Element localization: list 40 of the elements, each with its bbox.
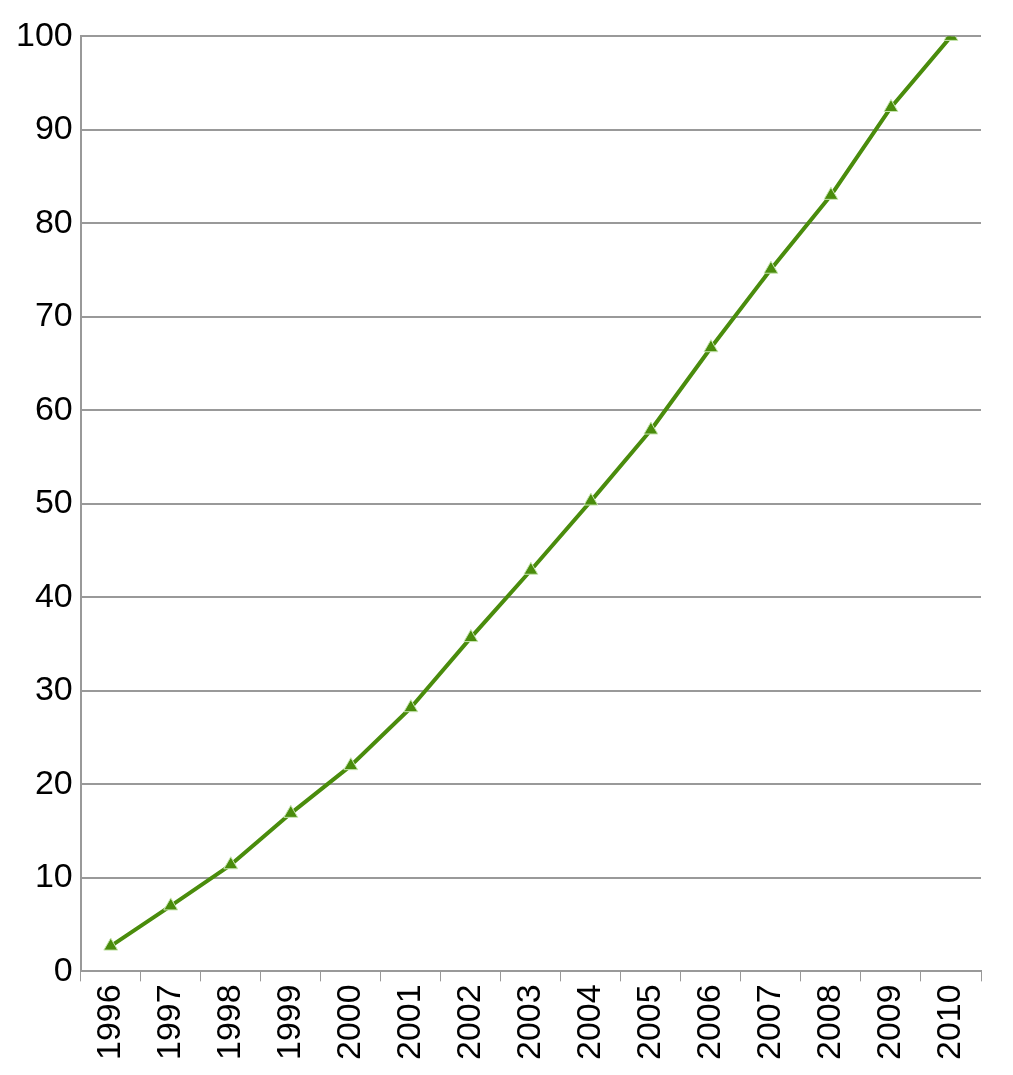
y-tick-label: 50 [34, 482, 73, 521]
x-tick-label: 2005 [629, 984, 668, 1060]
x-tick-label: 2001 [389, 984, 428, 1060]
point [703, 339, 719, 353]
point [643, 421, 659, 435]
y-tick-label: 90 [34, 108, 73, 147]
point [523, 561, 539, 575]
x-tick-label: 2009 [869, 984, 908, 1060]
point [223, 856, 239, 870]
point [763, 260, 779, 274]
x-tick-label: 1996 [89, 984, 128, 1060]
point [343, 757, 359, 771]
y-tick-label: 80 [34, 201, 73, 240]
y-tick-label: 40 [34, 575, 73, 614]
x-tick-label: 2004 [569, 984, 608, 1060]
x-tick-label: 2000 [329, 984, 368, 1060]
point [883, 98, 899, 112]
y-tick-label: 10 [34, 856, 73, 895]
point [403, 699, 419, 713]
point [103, 937, 119, 951]
y-tick-label: 30 [34, 669, 73, 708]
x-tick-label: 1998 [209, 984, 248, 1060]
y-tick-label: 70 [34, 295, 73, 334]
x-tick-label: 2002 [449, 984, 488, 1060]
x-tick-label: 2003 [509, 984, 548, 1060]
point [463, 629, 479, 643]
point [823, 186, 839, 200]
point [163, 897, 179, 911]
point [583, 492, 599, 506]
y-tick-label: 20 [34, 762, 73, 801]
y-tick-label: 100 [15, 14, 73, 53]
y-tick-label: 60 [34, 388, 73, 427]
y-tick-label: 0 [53, 949, 73, 988]
x-tick-label: 1999 [269, 984, 308, 1060]
x-tick-label: 2008 [809, 984, 848, 1060]
point [283, 804, 299, 818]
x-tick-label: 2010 [929, 984, 968, 1060]
x-tick-label: 1997 [149, 984, 188, 1060]
x-tick-label: 2007 [749, 984, 788, 1060]
x-tick-label: 2006 [689, 984, 728, 1060]
